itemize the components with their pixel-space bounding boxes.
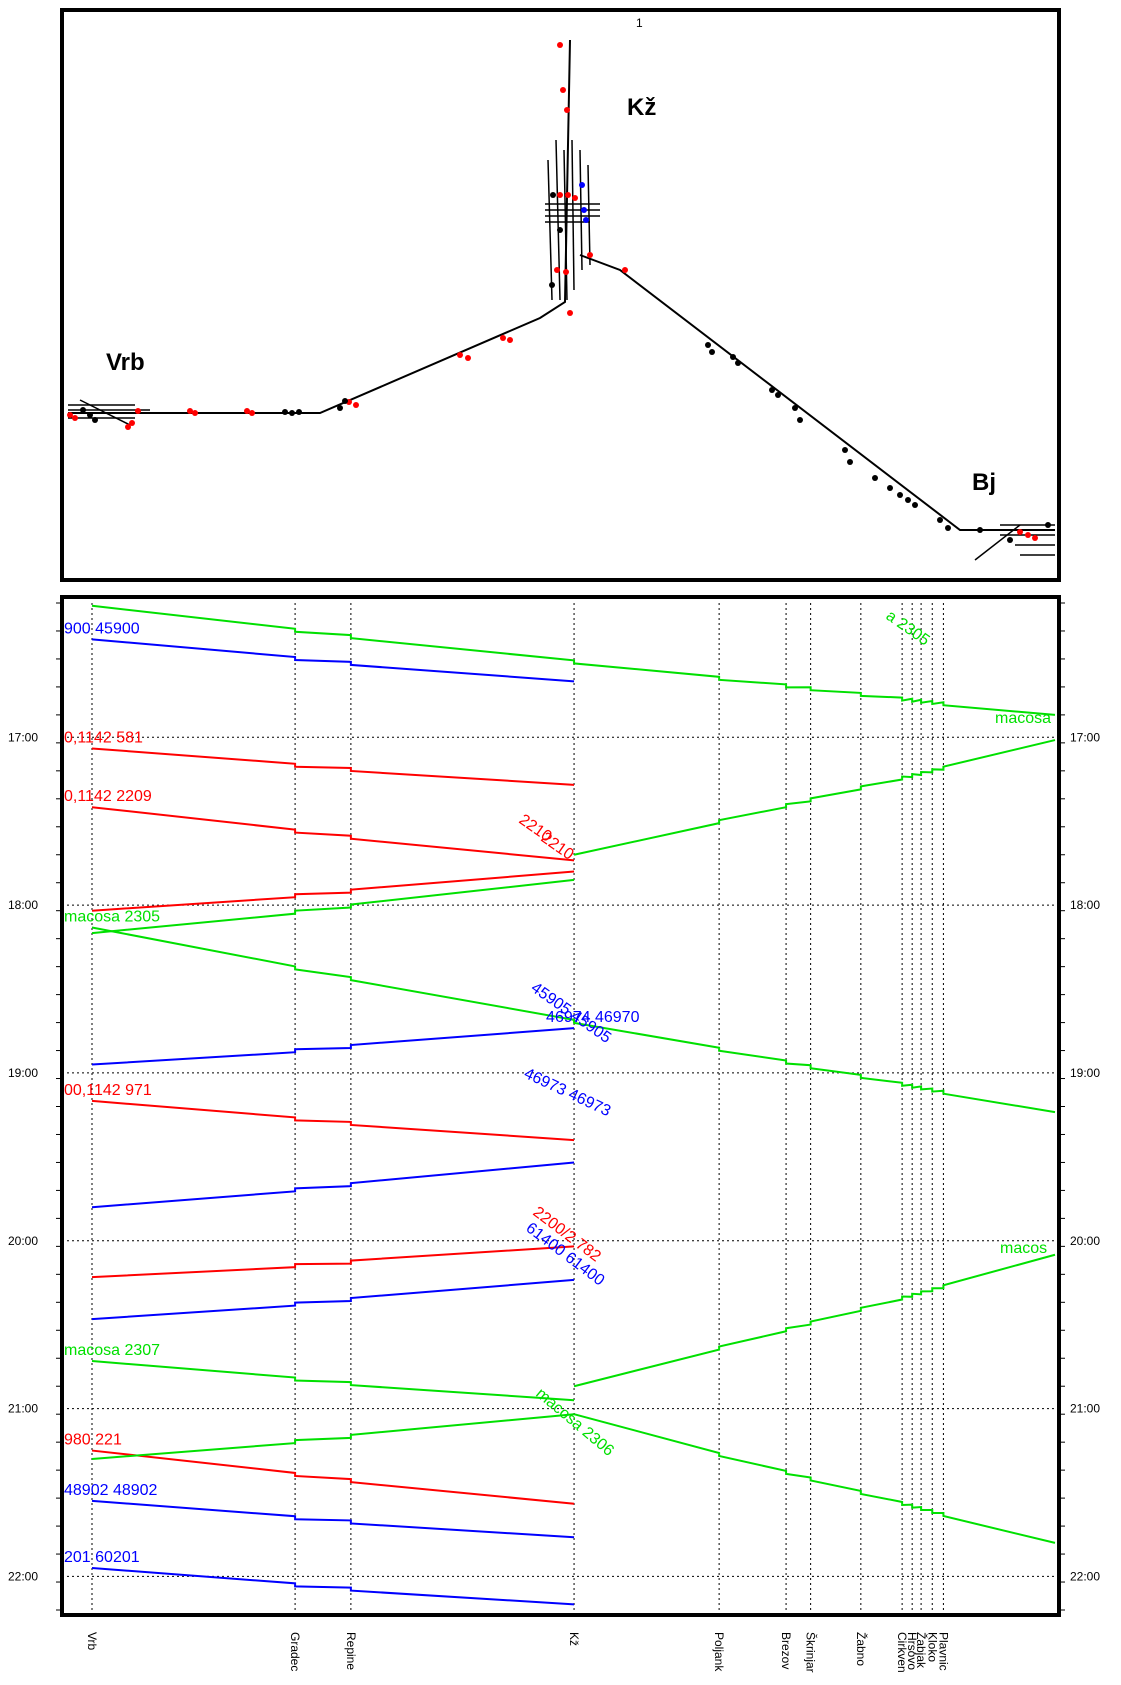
time-label-left: 20:00 bbox=[8, 1234, 38, 1248]
train-label-edge: macosa bbox=[995, 710, 1051, 727]
train-path bbox=[91, 1099, 575, 1142]
time-label-right: 21:00 bbox=[1070, 1402, 1100, 1416]
train-path bbox=[91, 870, 575, 912]
train-label: 980 221 bbox=[64, 1432, 122, 1449]
time-label-left: 19:00 bbox=[8, 1066, 38, 1080]
time-label-left: 17:00 bbox=[8, 730, 38, 744]
timetable-graph-frame bbox=[60, 595, 1061, 1617]
track-vrb-kz bbox=[68, 39, 571, 414]
time-label-left: 18:00 bbox=[8, 898, 38, 912]
station-label: Brezov bbox=[779, 1632, 793, 1669]
train-label: 0,1142 2209 bbox=[64, 788, 152, 805]
map-label-kz: Kž bbox=[627, 94, 656, 121]
train-paths bbox=[91, 604, 1056, 1606]
train-label: 0,1142 581 bbox=[64, 729, 143, 746]
signal-markers bbox=[67, 42, 1051, 543]
train-path bbox=[91, 926, 1056, 1114]
train-label: 900 45900 bbox=[64, 620, 140, 637]
train-path bbox=[91, 747, 575, 786]
graph-grid bbox=[62, 603, 1055, 1610]
station-label: Hrsovo bbox=[905, 1632, 919, 1670]
kz-station-yard bbox=[545, 139, 600, 301]
time-label-right: 22:00 bbox=[1070, 1569, 1100, 1583]
train-path bbox=[91, 1245, 575, 1279]
train-label-rotated: a 2305 bbox=[883, 607, 933, 649]
train-path bbox=[91, 1360, 575, 1402]
train-path bbox=[91, 1567, 575, 1606]
train-path bbox=[91, 878, 575, 935]
map-label-vrb: Vrb bbox=[106, 349, 145, 376]
station-label: Plavnic bbox=[936, 1632, 950, 1671]
black-signals bbox=[80, 192, 1051, 543]
train-path bbox=[573, 1253, 1056, 1388]
station-label: Kž bbox=[567, 1632, 581, 1646]
train-label: macosa 2305 bbox=[64, 908, 160, 925]
train-label: 00,1142 971 bbox=[64, 1082, 152, 1099]
red-signals bbox=[67, 42, 1038, 541]
station-label: Repine bbox=[344, 1632, 358, 1670]
station-label: Vrb bbox=[85, 1632, 99, 1651]
time-label-left: 22:00 bbox=[8, 1569, 38, 1583]
train-label: 201 60201 bbox=[64, 1549, 140, 1566]
train-path bbox=[91, 1449, 575, 1505]
station-label: Cirkven bbox=[895, 1632, 909, 1673]
time-label-right: 17:00 bbox=[1070, 730, 1100, 744]
time-label-right: 19:00 bbox=[1070, 1066, 1100, 1080]
train-path bbox=[91, 638, 575, 683]
train-label: macosa 2307 bbox=[64, 1342, 160, 1359]
train-label-edge: macos bbox=[1000, 1240, 1047, 1257]
station-label: Kloko bbox=[925, 1632, 939, 1662]
map-label-bj: Bj bbox=[972, 469, 996, 496]
train-path bbox=[91, 1161, 575, 1209]
track-network bbox=[68, 39, 1055, 561]
station-label: Gradec bbox=[288, 1632, 302, 1671]
page-number: 1 bbox=[636, 16, 643, 30]
train-path bbox=[573, 1413, 1056, 1544]
station-label: Škrinjar bbox=[804, 1632, 819, 1673]
time-label-right: 18:00 bbox=[1070, 898, 1100, 912]
graph-axes: Vrb Gradec Repine Kž Poljank Brezov Škrinjar Ža… bbox=[8, 602, 1100, 1673]
blue-signals bbox=[579, 182, 589, 223]
train-path bbox=[91, 806, 575, 862]
train-path bbox=[573, 739, 1056, 856]
train-path bbox=[91, 1027, 575, 1066]
train-path bbox=[91, 604, 1056, 716]
track-map-frame bbox=[60, 8, 1061, 582]
time-label-right: 20:00 bbox=[1070, 1234, 1100, 1248]
train-path bbox=[91, 1413, 575, 1460]
train-path bbox=[91, 1499, 575, 1539]
train-label-rotated: 46973 46973 bbox=[521, 1065, 613, 1120]
time-label-left: 21:00 bbox=[8, 1402, 38, 1416]
train-label: 46974 46970 bbox=[546, 1009, 640, 1026]
train-label: 48902 48902 bbox=[64, 1482, 158, 1499]
station-label: Poljank bbox=[712, 1632, 726, 1672]
station-label: Žabno bbox=[854, 1632, 869, 1666]
track-map-panel: 1 bbox=[60, 8, 1061, 582]
station-label: Žabjak bbox=[914, 1632, 929, 1669]
train-path bbox=[91, 1278, 575, 1321]
